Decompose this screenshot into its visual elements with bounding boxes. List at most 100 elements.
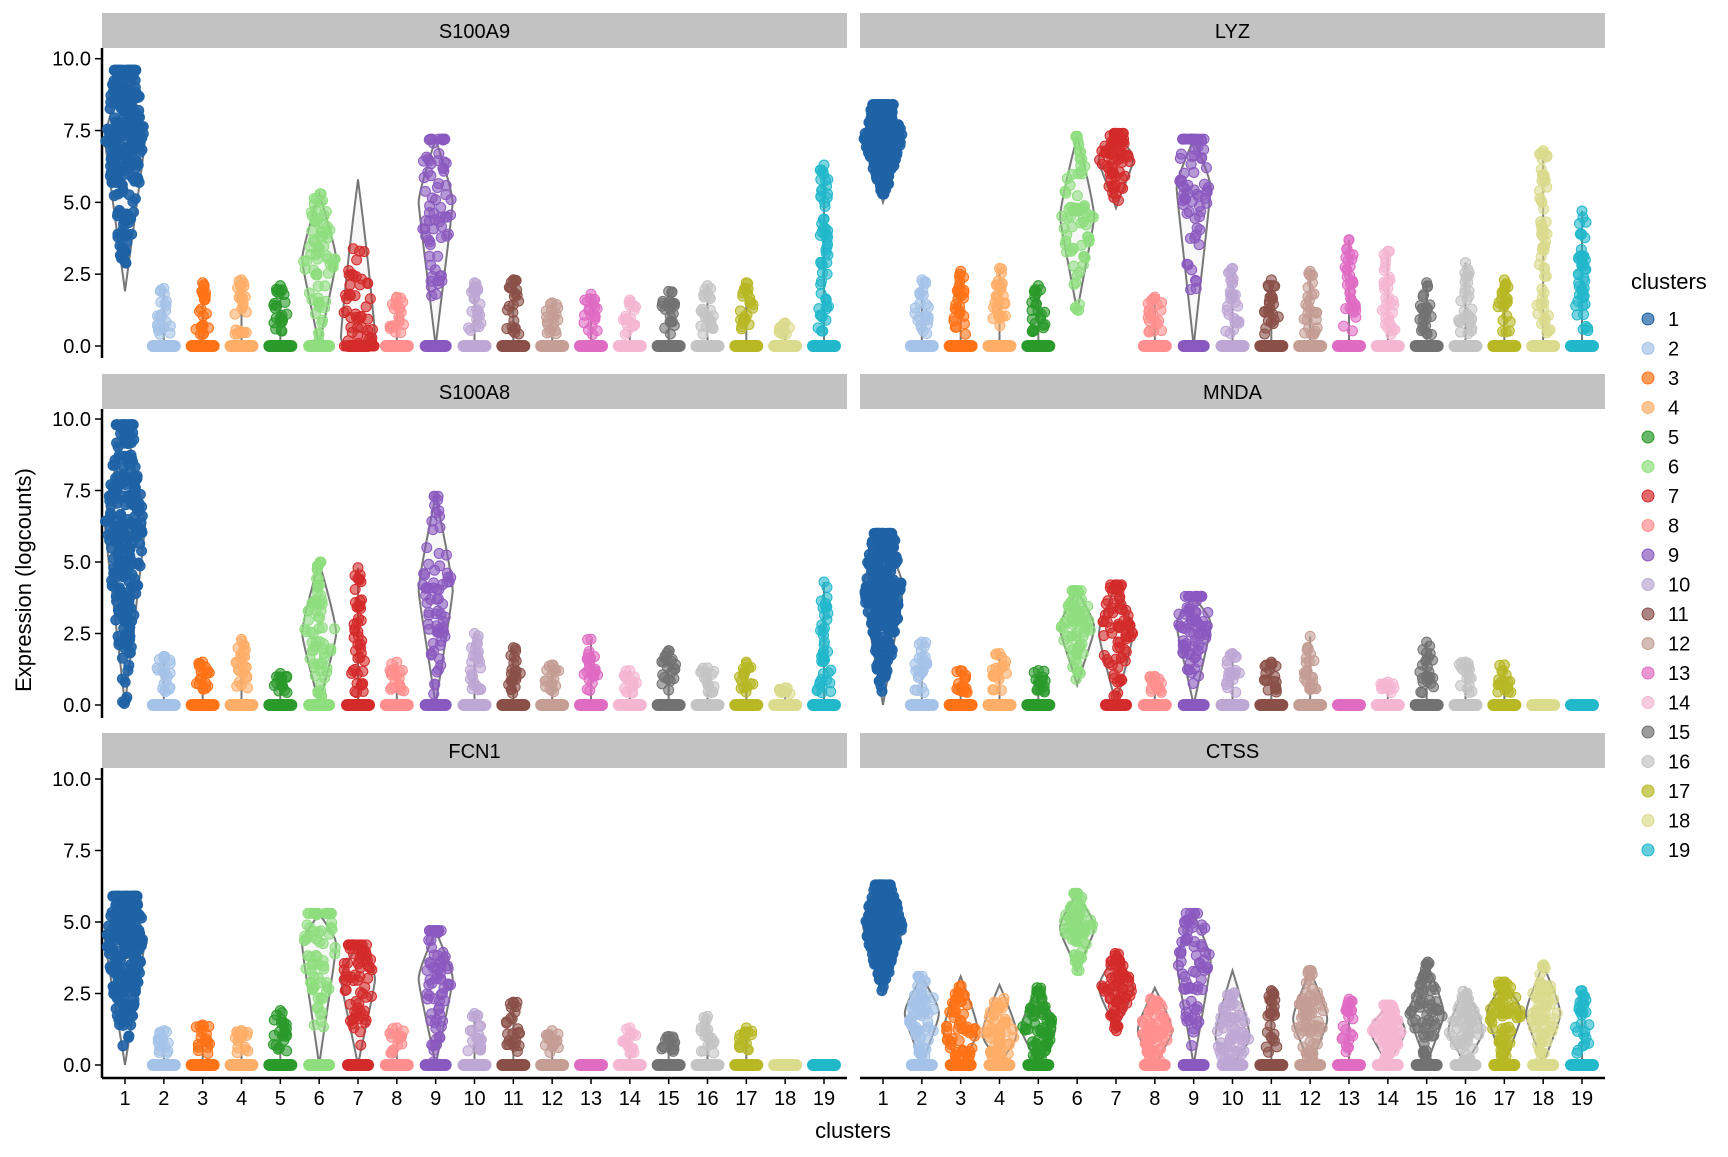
zero-cluster-points — [1526, 340, 1560, 352]
legend-title: clusters — [1631, 269, 1707, 294]
data-point — [422, 152, 432, 162]
data-point — [547, 660, 557, 670]
data-point — [1383, 246, 1393, 256]
y-tick-label: 10.0 — [52, 769, 91, 791]
data-point — [362, 278, 372, 288]
violin-mnda-cluster-19 — [1565, 699, 1599, 711]
data-point — [1076, 594, 1086, 604]
data-point — [1186, 285, 1196, 295]
data-point — [1201, 163, 1211, 173]
data-point — [433, 156, 443, 166]
data-point — [465, 1026, 475, 1036]
data-point — [330, 624, 340, 634]
data-point — [101, 136, 111, 146]
data-point — [1381, 320, 1391, 330]
data-point — [1184, 604, 1194, 614]
data-point — [507, 676, 517, 686]
data-point — [127, 982, 137, 992]
data-point — [1105, 131, 1115, 141]
x-tick-label: 15 — [658, 1088, 680, 1110]
data-point — [353, 563, 363, 573]
data-point — [240, 1042, 250, 1052]
data-point — [889, 575, 899, 585]
data-point — [950, 304, 960, 314]
zero-cluster-points — [768, 699, 802, 711]
data-point — [124, 94, 134, 104]
data-point — [878, 655, 888, 665]
data-point — [105, 125, 115, 135]
data-point — [419, 173, 429, 183]
data-point — [885, 643, 895, 653]
data-point — [124, 454, 134, 464]
data-point — [705, 688, 715, 698]
data-point — [305, 908, 315, 918]
data-point — [1305, 266, 1315, 276]
zero-cluster-points — [1410, 699, 1444, 711]
data-point — [664, 1031, 674, 1041]
data-point — [316, 993, 326, 1003]
data-point — [1187, 134, 1197, 144]
data-point — [703, 281, 713, 291]
data-point — [1174, 609, 1184, 619]
zero-cluster-points — [263, 699, 297, 711]
zero-cluster-points — [458, 340, 492, 352]
data-point — [819, 214, 829, 224]
data-point — [819, 637, 829, 647]
data-point — [359, 247, 369, 257]
data-point — [367, 324, 377, 334]
data-point — [1074, 147, 1084, 157]
violin-lyz-cluster-8 — [1138, 292, 1172, 352]
data-point — [1075, 606, 1085, 616]
data-point — [427, 516, 437, 526]
data-point — [434, 1005, 444, 1015]
zero-cluster-points — [984, 1059, 1016, 1071]
violin-mnda-cluster-4 — [983, 649, 1017, 711]
data-point — [1312, 308, 1322, 318]
data-point — [923, 1022, 933, 1032]
data-point — [1074, 923, 1084, 933]
data-point — [1466, 326, 1476, 336]
data-point — [1099, 650, 1109, 660]
data-point — [428, 638, 438, 648]
data-point — [394, 315, 404, 325]
data-point — [277, 326, 287, 336]
data-point — [439, 166, 449, 176]
data-point — [1203, 607, 1213, 617]
zero-cluster-points — [535, 699, 569, 711]
zero-cluster-points — [574, 1059, 608, 1071]
data-point — [118, 82, 128, 92]
data-point — [312, 1003, 322, 1013]
data-point — [399, 686, 409, 696]
data-point — [669, 1040, 679, 1050]
data-point — [1077, 617, 1087, 627]
data-point — [1033, 666, 1043, 676]
data-point — [351, 272, 361, 282]
data-point — [468, 1036, 478, 1046]
data-point — [1344, 235, 1354, 245]
zero-cluster-points — [691, 699, 725, 711]
data-point — [664, 646, 674, 656]
data-point — [989, 685, 999, 695]
y-tick-label: 2.5 — [63, 984, 91, 1006]
violin-mnda-cluster-1 — [860, 528, 906, 705]
data-point — [442, 231, 452, 241]
x-tick-label: 3 — [955, 1088, 966, 1110]
data-point — [954, 989, 964, 999]
data-point — [237, 634, 247, 644]
data-point — [622, 314, 632, 324]
violin-fcn1-cluster-10 — [458, 1009, 492, 1071]
data-point — [342, 306, 352, 316]
data-point — [1111, 654, 1121, 664]
violin-lyz-cluster-11 — [1254, 275, 1288, 352]
data-point — [1080, 161, 1090, 171]
zero-cluster-points — [1410, 340, 1444, 352]
data-point — [1191, 275, 1201, 285]
data-point — [109, 191, 119, 201]
data-point — [1456, 681, 1466, 691]
data-point — [820, 202, 830, 212]
data-point — [340, 985, 350, 995]
data-point — [1123, 611, 1133, 621]
data-point — [1423, 652, 1433, 662]
data-point — [742, 681, 752, 691]
x-tick-label: 13 — [1338, 1088, 1360, 1110]
